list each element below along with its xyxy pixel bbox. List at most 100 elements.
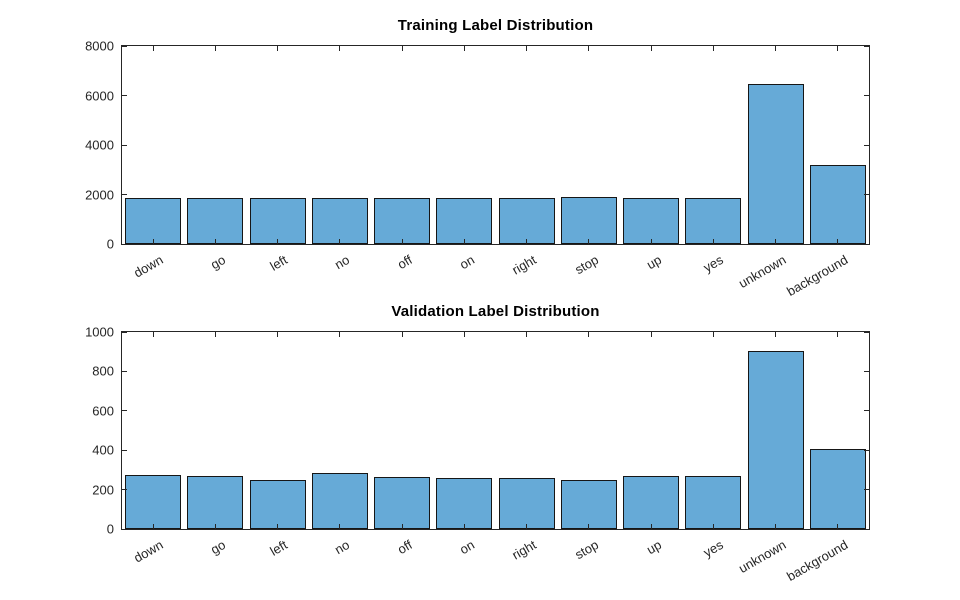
- y-tick-label: 4000: [85, 137, 114, 153]
- y-tick-label: 0: [106, 236, 114, 252]
- y-tick-label: 800: [92, 363, 114, 379]
- x-tick-mark: [588, 239, 590, 244]
- x-tick-mark-top: [712, 46, 714, 51]
- bar-background: [809, 165, 866, 244]
- bar-unknown: [747, 84, 804, 244]
- x-tick-mark: [277, 239, 279, 244]
- bar-off: [374, 477, 431, 529]
- x-tick-mark-top: [277, 332, 279, 337]
- y-tick-mark: [122, 331, 127, 333]
- x-tick-mark: [339, 239, 341, 244]
- bar-off: [374, 198, 431, 244]
- x-tick-label-no: no: [332, 537, 353, 558]
- x-tick-mark-top: [214, 46, 216, 51]
- x-tick-mark-top: [650, 46, 652, 51]
- bar-background: [809, 449, 866, 529]
- y-tick-mark-right: [864, 528, 869, 530]
- x-tick-mark-top: [837, 332, 839, 337]
- y-tick-mark-right: [864, 194, 869, 195]
- bar-stop: [560, 480, 617, 529]
- x-tick-mark: [214, 239, 216, 244]
- y-tick-label: 200: [92, 482, 114, 498]
- x-tick-mark: [588, 524, 590, 529]
- x-tick-mark-top: [526, 332, 528, 337]
- x-tick-mark: [463, 524, 465, 529]
- x-tick-mark: [712, 239, 714, 244]
- x-tick-label-unknown: unknown: [735, 537, 789, 577]
- x-tick-mark: [837, 239, 839, 244]
- bar-no: [311, 473, 368, 529]
- x-tick-label-off: off: [394, 537, 415, 558]
- x-tick-mark: [775, 524, 777, 529]
- bar-left: [249, 198, 306, 244]
- x-tick-mark-top: [401, 46, 403, 51]
- x-tick-mark: [650, 239, 652, 244]
- x-tick-mark: [775, 239, 777, 244]
- y-tick-mark-right: [864, 95, 869, 96]
- x-tick-label-background: background: [784, 537, 851, 584]
- y-tick-mark: [122, 410, 127, 412]
- x-tick-label-right: right: [509, 537, 540, 563]
- y-tick-mark: [122, 243, 127, 245]
- bar-yes: [685, 198, 742, 244]
- x-tick-mark: [401, 524, 403, 529]
- y-tick-mark: [122, 95, 127, 96]
- x-tick-mark-top: [650, 332, 652, 337]
- x-tick-mark-top: [463, 46, 465, 51]
- x-tick-mark: [152, 524, 154, 529]
- y-tick-label: 0: [106, 521, 114, 537]
- x-tick-mark: [152, 239, 154, 244]
- y-tick-label: 2000: [85, 187, 114, 202]
- bar-yes: [685, 476, 742, 529]
- x-tick-mark-top: [775, 46, 777, 51]
- x-tick-mark: [650, 524, 652, 529]
- x-tick-mark: [526, 239, 528, 244]
- bar-up: [623, 476, 680, 529]
- bar-on: [436, 478, 493, 529]
- y-tick-mark-right: [864, 489, 869, 491]
- x-tick-mark: [463, 239, 465, 244]
- x-tick-mark: [837, 524, 839, 529]
- chart-title-validation: Validation Label Distribution: [391, 303, 600, 320]
- x-tick-mark: [712, 524, 714, 529]
- y-tick-mark-right: [864, 410, 869, 412]
- x-tick-mark-top: [339, 46, 341, 51]
- y-tick-mark: [122, 489, 127, 491]
- bar-right: [498, 198, 555, 244]
- y-tick-mark-right: [864, 370, 869, 372]
- x-tick-label-on: on: [456, 537, 477, 558]
- bar-stop: [560, 197, 617, 244]
- x-tick-mark-top: [214, 332, 216, 337]
- x-tick-label-down: down: [131, 537, 166, 566]
- x-tick-mark-top: [775, 332, 777, 337]
- bar-no: [311, 198, 368, 244]
- y-tick-label: 400: [92, 442, 114, 458]
- y-tick-mark-right: [864, 331, 869, 333]
- x-tick-mark: [526, 524, 528, 529]
- y-tick-label: 1000: [85, 324, 114, 340]
- chart-title-training: Training Label Distribution: [397, 17, 594, 34]
- y-tick-label: 8000: [85, 38, 114, 54]
- bar-on: [436, 198, 493, 244]
- x-tick-mark-top: [401, 332, 403, 337]
- x-tick-label-left: left: [267, 537, 291, 559]
- bar-up: [623, 198, 680, 244]
- x-tick-mark-top: [339, 332, 341, 337]
- bar-right: [498, 478, 555, 529]
- x-tick-label-go: go: [207, 537, 228, 558]
- x-tick-label-stop: stop: [572, 537, 602, 563]
- x-tick-mark: [214, 524, 216, 529]
- x-tick-mark-top: [152, 332, 154, 337]
- bar-down: [125, 198, 182, 244]
- x-tick-mark: [277, 524, 279, 529]
- plot-area-training: 0 2000 4000 6000 8000 down go left no off on right s…: [85, 39, 870, 299]
- x-tick-mark-top: [463, 332, 465, 337]
- y-tick-mark-right: [864, 243, 869, 245]
- y-tick-mark-right: [864, 45, 869, 47]
- y-tick-mark-right: [864, 449, 869, 451]
- x-tick-mark-top: [837, 46, 839, 51]
- bar-go: [187, 198, 244, 244]
- x-tick-mark-top: [526, 46, 528, 51]
